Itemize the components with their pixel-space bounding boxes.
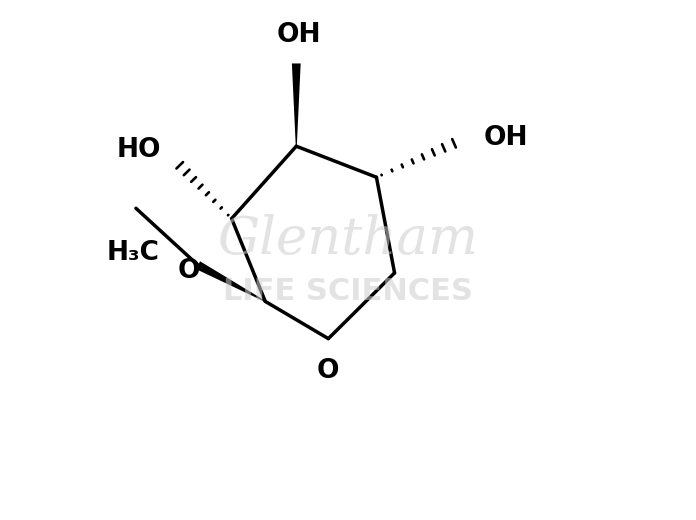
Text: O: O xyxy=(317,358,340,384)
Text: LIFE SCIENCES: LIFE SCIENCES xyxy=(223,277,473,306)
Text: O: O xyxy=(177,258,200,284)
Text: HO: HO xyxy=(116,137,161,163)
Text: OH: OH xyxy=(276,22,321,48)
Text: OH: OH xyxy=(484,125,528,151)
Polygon shape xyxy=(292,63,301,146)
Polygon shape xyxy=(196,262,265,302)
Text: Glentham: Glentham xyxy=(217,214,479,265)
Text: H₃C: H₃C xyxy=(107,240,160,266)
